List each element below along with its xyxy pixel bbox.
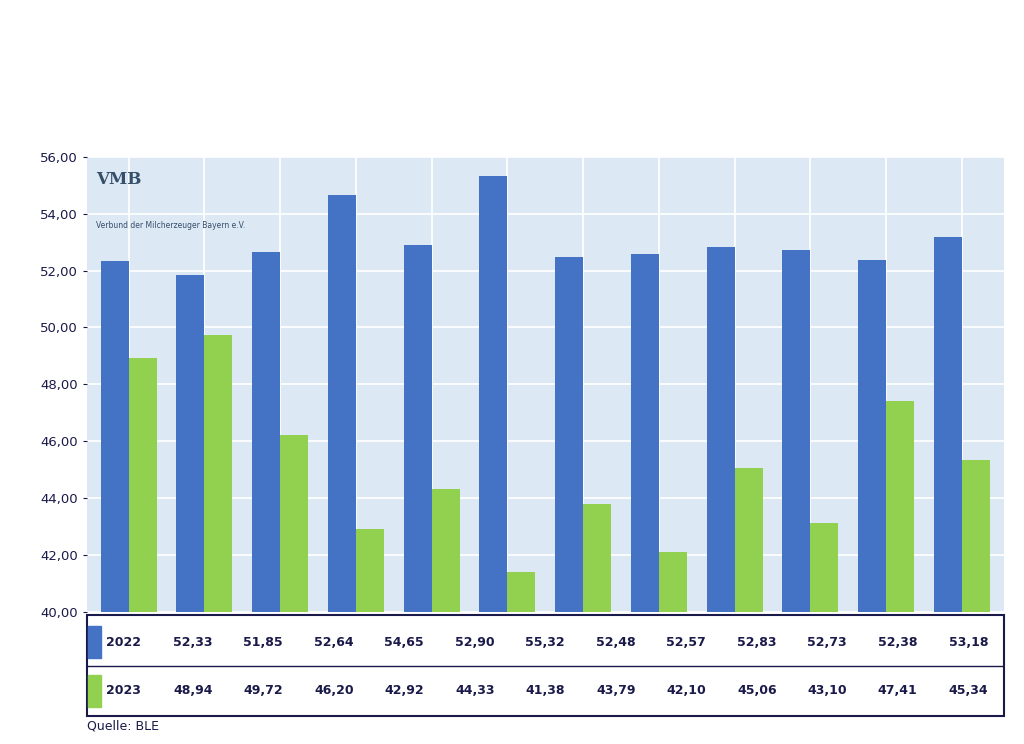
- Bar: [734, 468, 763, 612]
- Text: Verbund der Milcherzeuger Bayern e.V.: Verbund der Milcherzeuger Bayern e.V.: [96, 221, 246, 230]
- Text: 42,10: 42,10: [667, 684, 707, 697]
- Text: 2023: 2023: [105, 684, 140, 697]
- Bar: [403, 245, 432, 612]
- Text: 46,20: 46,20: [314, 684, 353, 697]
- Text: bei 4,0% Fett und 3,4 % Eiweiß, in Cent/kg inkl. Rückvergütung: bei 4,0% Fett und 3,4 % Eiweiß, in Cent/…: [13, 61, 587, 76]
- Bar: [810, 524, 839, 612]
- Bar: [555, 257, 583, 612]
- Text: 52,48: 52,48: [596, 636, 636, 649]
- Bar: [886, 401, 914, 612]
- Text: 45,34: 45,34: [948, 684, 988, 697]
- Bar: [281, 435, 308, 612]
- Text: VMB: VMB: [865, 37, 1024, 93]
- Text: 42,92: 42,92: [384, 684, 424, 697]
- Bar: [479, 176, 508, 612]
- Bar: [782, 250, 810, 612]
- Text: 52,64: 52,64: [314, 636, 353, 649]
- Bar: [88, 626, 101, 658]
- Text: 52,57: 52,57: [667, 636, 707, 649]
- Text: 55,32: 55,32: [525, 636, 565, 649]
- Text: 43,79: 43,79: [596, 684, 636, 697]
- Bar: [252, 252, 281, 612]
- Text: 48,94: 48,94: [173, 684, 213, 697]
- Bar: [631, 254, 658, 612]
- Text: Erzeugerstandort: Erzeugerstandort: [13, 104, 172, 119]
- Bar: [129, 358, 157, 612]
- Text: 44,33: 44,33: [455, 684, 495, 697]
- FancyBboxPatch shape: [87, 615, 1004, 716]
- Text: 53,18: 53,18: [948, 636, 988, 649]
- Bar: [962, 460, 990, 612]
- Text: VMB: VMB: [96, 170, 141, 187]
- Text: 54,65: 54,65: [384, 636, 424, 649]
- Text: Quelle: BLE: Quelle: BLE: [87, 719, 159, 732]
- Bar: [858, 260, 886, 612]
- Text: 52,73: 52,73: [808, 636, 847, 649]
- Bar: [707, 247, 734, 612]
- Text: 51,85: 51,85: [244, 636, 283, 649]
- Text: 41,38: 41,38: [525, 684, 565, 697]
- Bar: [658, 552, 687, 612]
- Text: 45,06: 45,06: [737, 684, 776, 697]
- Text: 2022: 2022: [105, 636, 140, 649]
- Bar: [583, 504, 611, 612]
- Text: 52,38: 52,38: [878, 636, 918, 649]
- Bar: [356, 528, 384, 612]
- Bar: [934, 237, 962, 612]
- Text: Konventionelle Jahresmilchpreise der Bundesländer: Konventionelle Jahresmilchpreise der Bun…: [13, 16, 641, 36]
- Bar: [88, 675, 101, 707]
- Text: 52,90: 52,90: [455, 636, 495, 649]
- Text: 43,10: 43,10: [808, 684, 847, 697]
- Bar: [508, 572, 536, 612]
- Text: 52,83: 52,83: [737, 636, 776, 649]
- Bar: [205, 336, 232, 612]
- Bar: [328, 196, 356, 612]
- Text: 47,41: 47,41: [878, 684, 918, 697]
- Bar: [176, 275, 205, 612]
- Bar: [100, 261, 129, 612]
- Bar: [432, 489, 460, 612]
- Text: 49,72: 49,72: [244, 684, 283, 697]
- Text: 52,33: 52,33: [173, 636, 213, 649]
